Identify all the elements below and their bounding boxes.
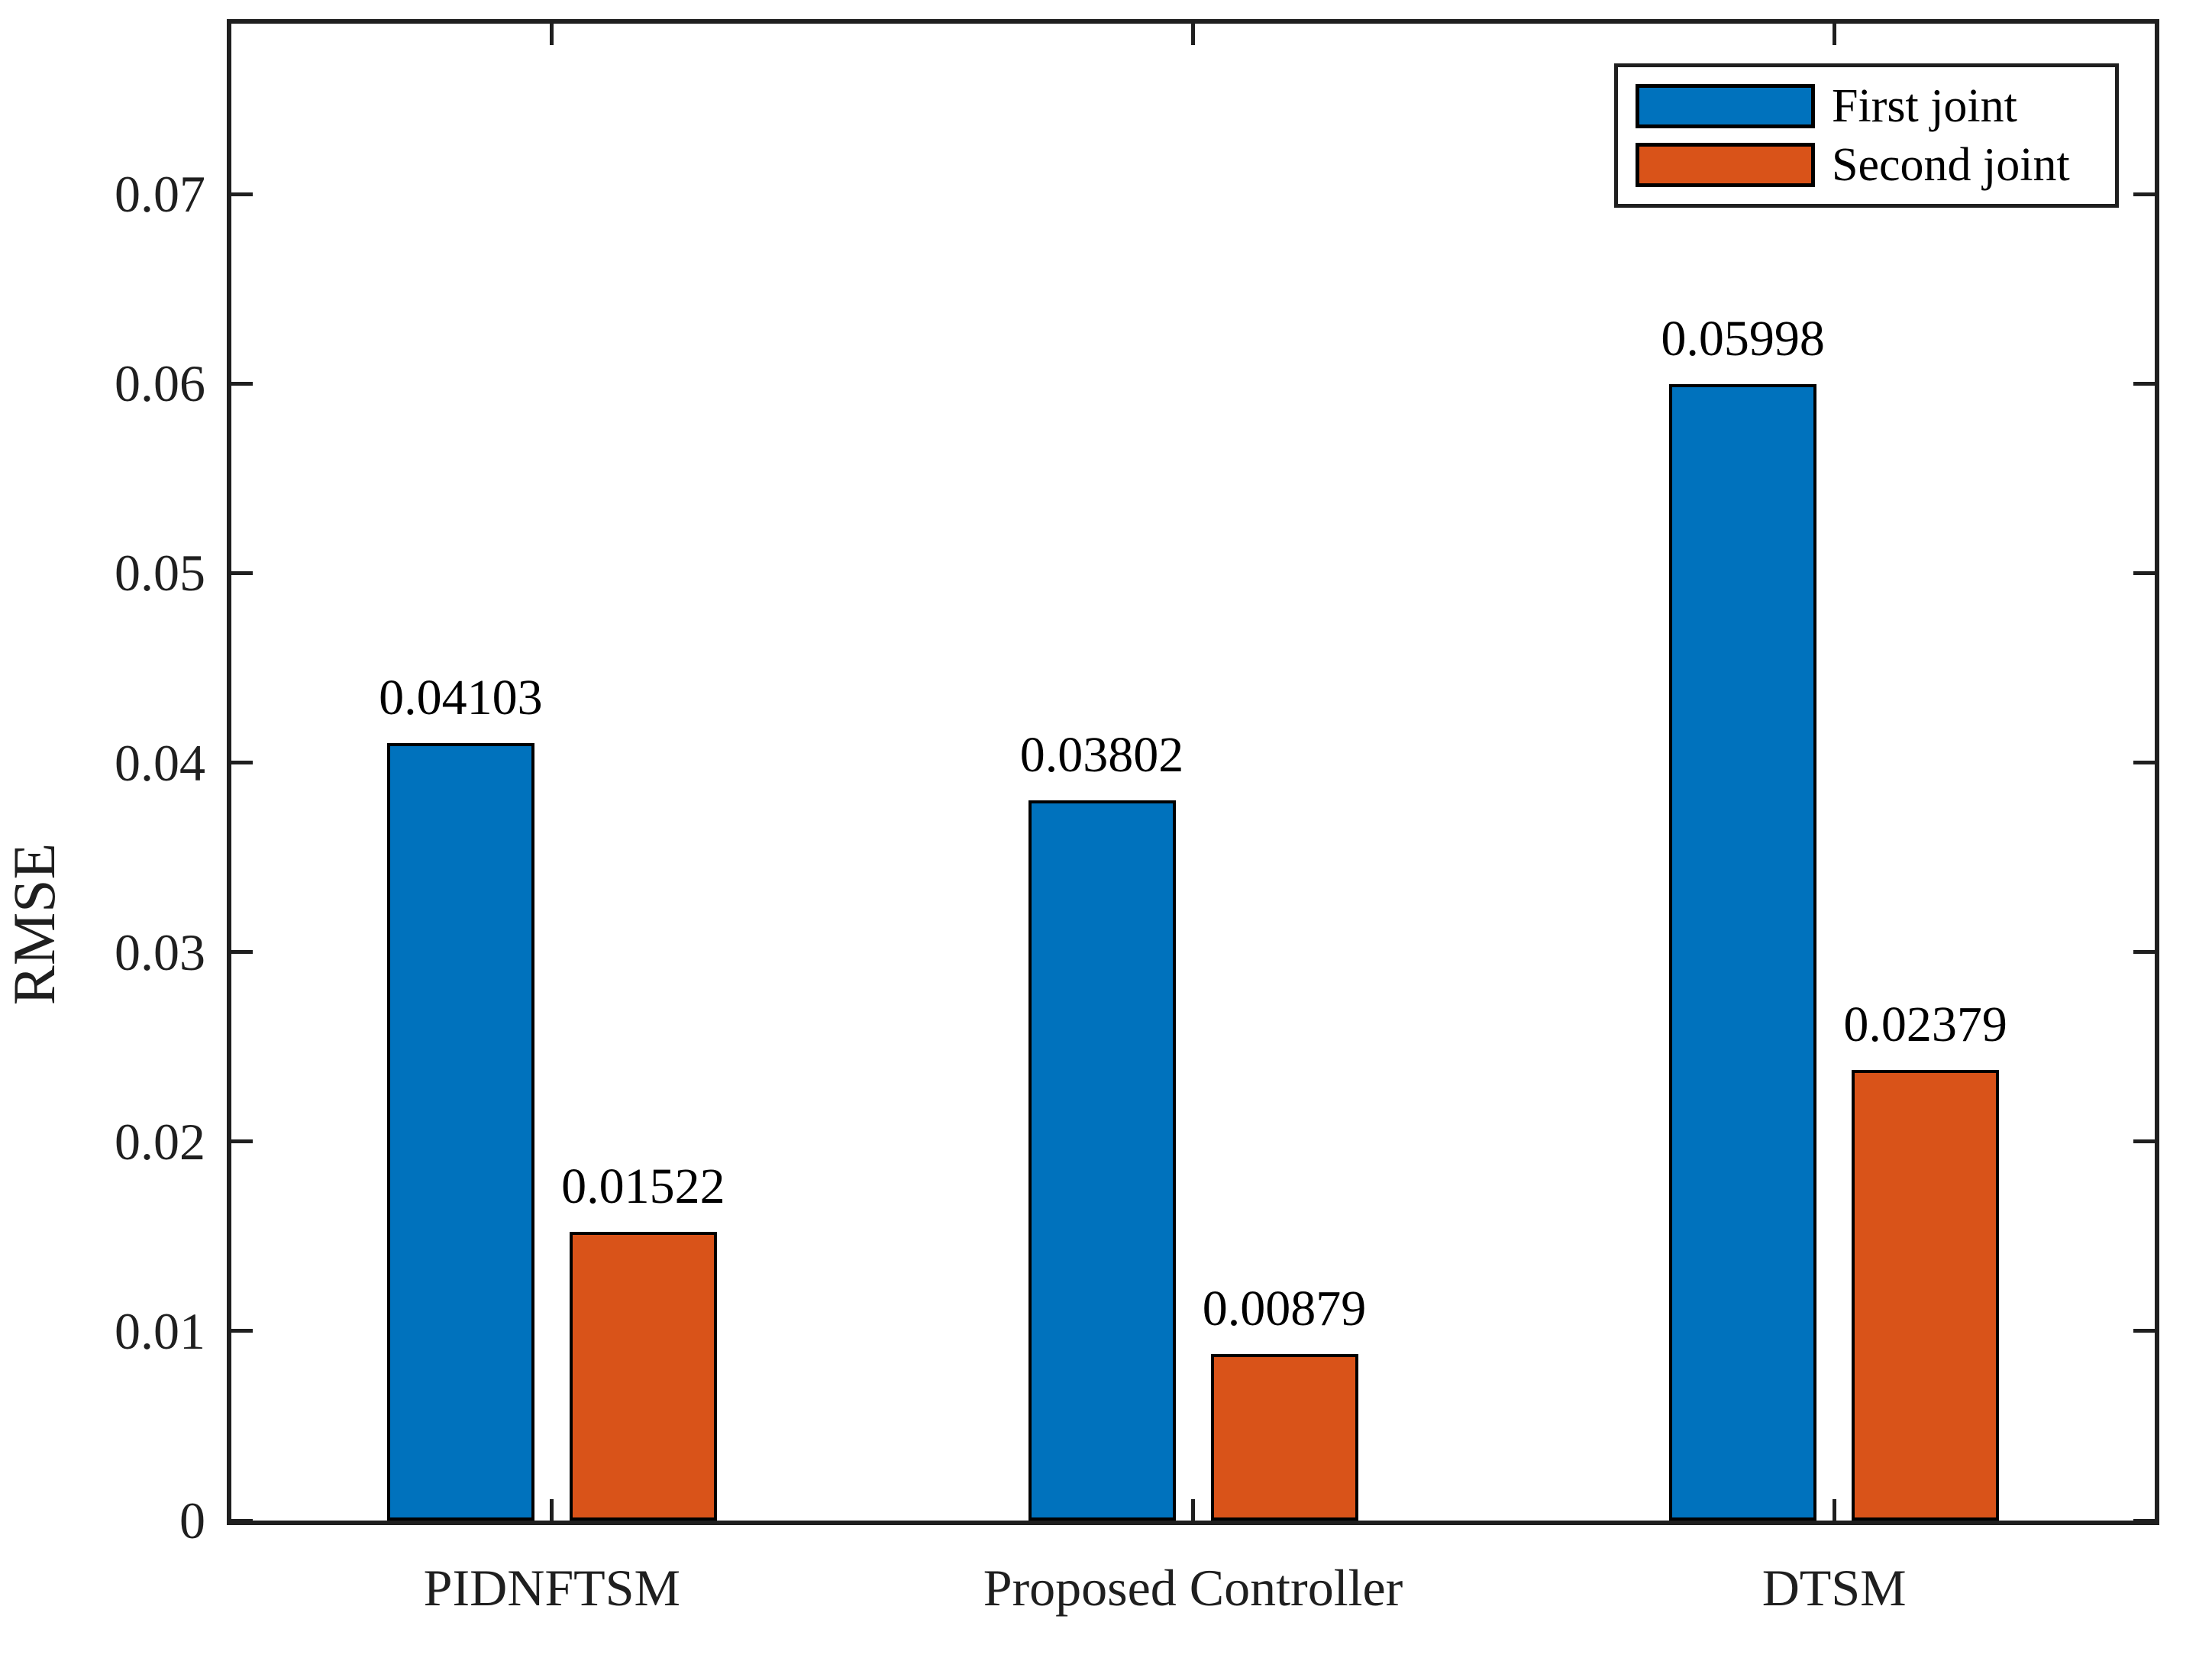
y-tick-right (2133, 1518, 2155, 1523)
bar-value-label: 0.01522 (561, 1159, 725, 1215)
y-tick-right (2133, 1329, 2155, 1333)
x-tick-bottom (1832, 1499, 1836, 1521)
x-tick-top (550, 24, 554, 45)
bar-value-label: 0.05998 (1661, 310, 1825, 367)
plot-area: 0.04103 0.03802 0.05998 0.01522 0.00879 0.023… (227, 19, 2159, 1525)
legend-swatch-1 (1636, 142, 1815, 187)
legend-label-1: Second joint (1832, 138, 2070, 191)
y-tick-left (231, 570, 253, 575)
y-tick-right (2133, 192, 2155, 196)
legend-item-first-joint: First joint (1618, 82, 2115, 130)
y-axis-title: RMSE (1, 842, 67, 1006)
legend-swatch-0 (1636, 84, 1815, 129)
y-tick-label: 0.05 (115, 544, 205, 603)
bar-second-joint (1210, 1353, 1358, 1521)
x-tick-label: PIDNFTSM (423, 1559, 680, 1617)
y-tick-right (2133, 950, 2155, 955)
bar-value-label: 0.03802 (1019, 726, 1184, 783)
y-tick-right (2133, 1139, 2155, 1144)
y-tick-label: 0 (179, 1492, 205, 1550)
bar-first-joint (1028, 800, 1176, 1521)
bar-value-label: 0.02379 (1843, 996, 2007, 1052)
legend-label-0: First joint (1832, 80, 2017, 133)
y-tick-right (2133, 381, 2155, 386)
y-tick-left (231, 381, 253, 386)
bar-second-joint (569, 1232, 717, 1521)
y-tick-left (231, 950, 253, 955)
y-tick-right (2133, 761, 2155, 765)
y-tick-label: 0.02 (115, 1112, 205, 1171)
x-tick-label: Proposed Controller (983, 1559, 1403, 1617)
y-tick-left (231, 761, 253, 765)
x-tick-label: DTSM (1762, 1559, 1907, 1617)
x-tick-top (1832, 24, 1836, 45)
bar-first-joint (386, 743, 534, 1521)
y-tick-left (231, 1329, 253, 1333)
legend-item-second-joint: Second joint (1618, 141, 2115, 189)
y-tick-label: 0.06 (115, 354, 205, 413)
x-tick-bottom (1191, 1499, 1195, 1521)
legend: First joint Second joint (1614, 63, 2119, 208)
y-tick-label: 0.01 (115, 1301, 205, 1360)
bar-value-label: 0.00879 (1202, 1280, 1367, 1336)
bar-first-joint (1669, 383, 1817, 1521)
y-tick-label: 0.07 (115, 165, 205, 224)
x-tick-top (1191, 24, 1195, 45)
y-tick-left (231, 1139, 253, 1144)
bar-value-label: 0.04103 (379, 670, 543, 726)
y-tick-left (231, 192, 253, 196)
x-tick-bottom (550, 1499, 554, 1521)
bar-second-joint (1852, 1069, 2000, 1521)
y-tick-label: 0.03 (115, 923, 205, 981)
y-tick-right (2133, 570, 2155, 575)
y-tick-left (231, 1518, 253, 1523)
y-tick-label: 0.04 (115, 733, 205, 792)
